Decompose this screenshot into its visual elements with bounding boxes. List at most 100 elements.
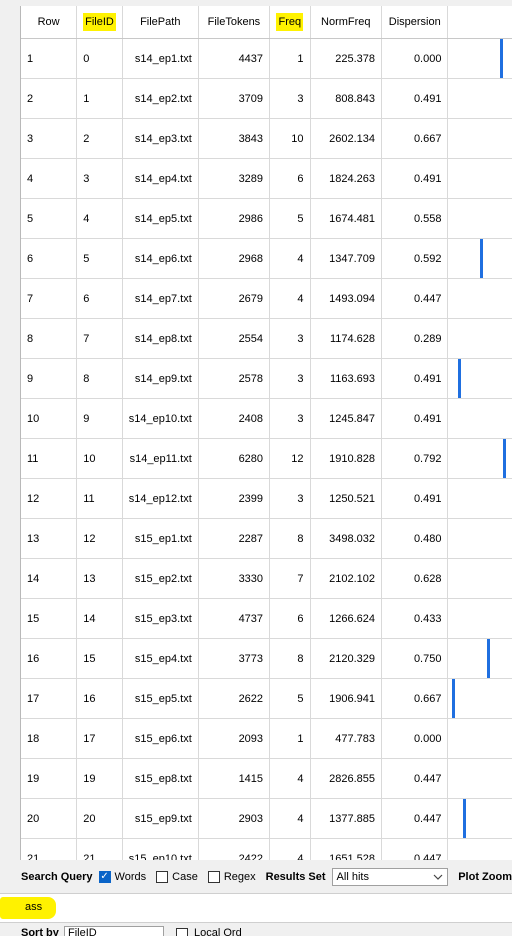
cell-normfreq: 1493.094 <box>310 278 383 319</box>
table-row[interactable]: 6 5 s14_ep6.txt 2968 4 1347.709 0.592 <box>21 238 512 279</box>
cell-filetokens: 3289 <box>198 158 271 199</box>
regex-toggle[interactable]: Regex <box>207 871 256 883</box>
table-row[interactable]: 7 6 s14_ep7.txt 2679 4 1493.094 0.447 <box>21 278 512 319</box>
table-row[interactable]: 8 7 s14_ep8.txt 2554 3 1174.628 0.289 <box>21 318 512 359</box>
cell-freq: 4 <box>269 798 311 839</box>
cell-dispersion-plot <box>447 398 512 439</box>
regex-checkbox[interactable] <box>207 871 220 883</box>
table-row[interactable]: 13 12 s15_ep1.txt 2287 8 3498.032 0.480 <box>21 518 512 559</box>
search-options-bar: Search Query ✓ Words Case Regex Results … <box>0 864 512 890</box>
table-row[interactable]: 11 10 s14_ep11.txt 6280 12 1910.828 0.792 <box>21 438 512 479</box>
table-row[interactable]: 2 1 s14_ep2.txt 3709 3 808.843 0.491 <box>21 78 512 119</box>
cell-normfreq: 1163.693 <box>310 358 383 399</box>
table-row[interactable]: 4 3 s14_ep4.txt 3289 6 1824.263 0.491 <box>21 158 512 199</box>
cell-normfreq: 1906.941 <box>310 678 383 719</box>
cell-dispersion: 0.667 <box>381 678 449 719</box>
table-row[interactable]: 20 20 s15_ep9.txt 2903 4 1377.885 0.447 <box>21 798 512 839</box>
cell-dispersion: 0.447 <box>381 798 449 839</box>
cell-fileid: 19 <box>76 758 123 799</box>
table-row[interactable]: 16 15 s15_ep4.txt 3773 8 2120.329 0.750 <box>21 638 512 679</box>
results-set-label: Results Set <box>265 871 326 883</box>
cell-filetokens: 2968 <box>198 238 271 279</box>
dispersion-plot-mark <box>503 439 507 478</box>
cell-dispersion: 0.000 <box>381 38 449 79</box>
cell-normfreq: 2602.134 <box>310 118 383 159</box>
table-row[interactable]: 12 11 s14_ep12.txt 2399 3 1250.521 0.491 <box>21 478 512 519</box>
cell-row: 9 <box>21 358 78 399</box>
cell-fileid: 4 <box>76 198 123 239</box>
table-row[interactable]: 21 21 s15_ep10.txt 2422 4 1651.528 0.447 <box>21 838 512 860</box>
col-header-plot[interactable] <box>447 6 512 39</box>
cell-row: 13 <box>21 518 78 559</box>
cell-dispersion: 0.491 <box>381 398 449 439</box>
cell-dispersion-plot <box>447 478 512 519</box>
col-header-row[interactable]: Row <box>21 6 78 39</box>
table-row[interactable]: 15 14 s15_ep3.txt 4737 6 1266.624 0.433 <box>21 598 512 639</box>
table-row[interactable]: 17 16 s15_ep5.txt 2622 5 1906.941 0.667 <box>21 678 512 719</box>
cell-dispersion: 0.000 <box>381 718 449 759</box>
col-header-normfreq[interactable]: NormFreq <box>310 6 383 39</box>
table-row[interactable]: 14 13 s15_ep2.txt 3330 7 2102.102 0.628 <box>21 558 512 599</box>
table-row[interactable]: 9 8 s14_ep9.txt 2578 3 1163.693 0.491 <box>21 358 512 399</box>
col-header-filepath[interactable]: FilePath <box>122 6 199 39</box>
cell-filepath: s15_ep4.txt <box>122 638 199 679</box>
cell-normfreq: 3498.032 <box>310 518 383 559</box>
cell-row: 18 <box>21 718 78 759</box>
query-highlight <box>0 897 56 919</box>
table-row[interactable]: 19 19 s15_ep8.txt 1415 4 2826.855 0.447 <box>21 758 512 799</box>
cell-row: 1 <box>21 38 78 79</box>
col-header-freq[interactable]: Freq <box>269 6 311 39</box>
words-checkbox[interactable]: ✓ <box>98 871 111 883</box>
cell-freq: 3 <box>269 398 311 439</box>
cell-filepath: s14_ep6.txt <box>122 238 199 279</box>
search-query-input[interactable]: ass <box>25 901 43 913</box>
search-query-field[interactable]: ass <box>0 893 512 923</box>
table-row[interactable]: 10 9 s14_ep10.txt 2408 3 1245.847 0.491 <box>21 398 512 439</box>
cell-freq: 1 <box>269 38 311 79</box>
results-grid[interactable]: Row FileID FilePath FileTokens Freq Norm… <box>20 6 512 860</box>
table-row[interactable]: 1 0 s14_ep1.txt 4437 1 225.378 0.000 <box>21 38 512 79</box>
cell-freq: 6 <box>269 158 311 199</box>
cell-dispersion-plot <box>447 758 512 799</box>
table-row[interactable]: 3 2 s14_ep3.txt 3843 10 2602.134 0.667 <box>21 118 512 159</box>
cell-fileid: 12 <box>76 518 123 559</box>
cell-normfreq: 1174.628 <box>310 318 383 359</box>
cell-filepath: s15_ep2.txt <box>122 558 199 599</box>
cell-filetokens: 6280 <box>198 438 271 479</box>
table-row[interactable]: 5 4 s14_ep5.txt 2986 5 1674.481 0.558 <box>21 198 512 239</box>
cell-dispersion-plot <box>447 798 512 839</box>
cell-filepath: s14_ep7.txt <box>122 278 199 319</box>
cell-normfreq: 2102.102 <box>310 558 383 599</box>
cell-filetokens: 2422 <box>198 838 271 860</box>
local-order-checkbox[interactable] <box>176 928 188 936</box>
cell-filepath: s15_ep9.txt <box>122 798 199 839</box>
cell-dispersion: 0.792 <box>381 438 449 479</box>
cell-fileid: 1 <box>76 78 123 119</box>
cell-fileid: 3 <box>76 158 123 199</box>
cell-filetokens: 3330 <box>198 558 271 599</box>
cell-normfreq: 2826.855 <box>310 758 383 799</box>
cell-row: 21 <box>21 838 78 860</box>
col-header-filetokens[interactable]: FileTokens <box>198 6 271 39</box>
cell-fileid: 16 <box>76 678 123 719</box>
col-header-fileid[interactable]: FileID <box>76 6 123 39</box>
cell-dispersion-plot <box>447 678 512 719</box>
cell-freq: 12 <box>269 438 311 479</box>
words-toggle[interactable]: ✓ Words <box>98 871 146 883</box>
table-row[interactable]: 18 17 s15_ep6.txt 2093 1 477.783 0.000 <box>21 718 512 759</box>
case-toggle[interactable]: Case <box>156 871 198 883</box>
cell-dispersion-plot <box>447 38 512 79</box>
col-header-dispersion[interactable]: Dispersion <box>381 6 449 39</box>
cell-filetokens: 2903 <box>198 798 271 839</box>
cell-row: 8 <box>21 318 78 359</box>
cell-fileid: 8 <box>76 358 123 399</box>
cell-filepath: s15_ep1.txt <box>122 518 199 559</box>
case-checkbox[interactable] <box>156 871 169 883</box>
results-set-select[interactable]: All hits <box>331 868 449 886</box>
cell-row: 7 <box>21 278 78 319</box>
cell-dispersion: 0.480 <box>381 518 449 559</box>
sort-by-select[interactable]: FileID <box>64 926 164 936</box>
cell-filetokens: 1415 <box>198 758 271 799</box>
cell-normfreq: 477.783 <box>310 718 383 759</box>
cell-filepath: s14_ep5.txt <box>122 198 199 239</box>
